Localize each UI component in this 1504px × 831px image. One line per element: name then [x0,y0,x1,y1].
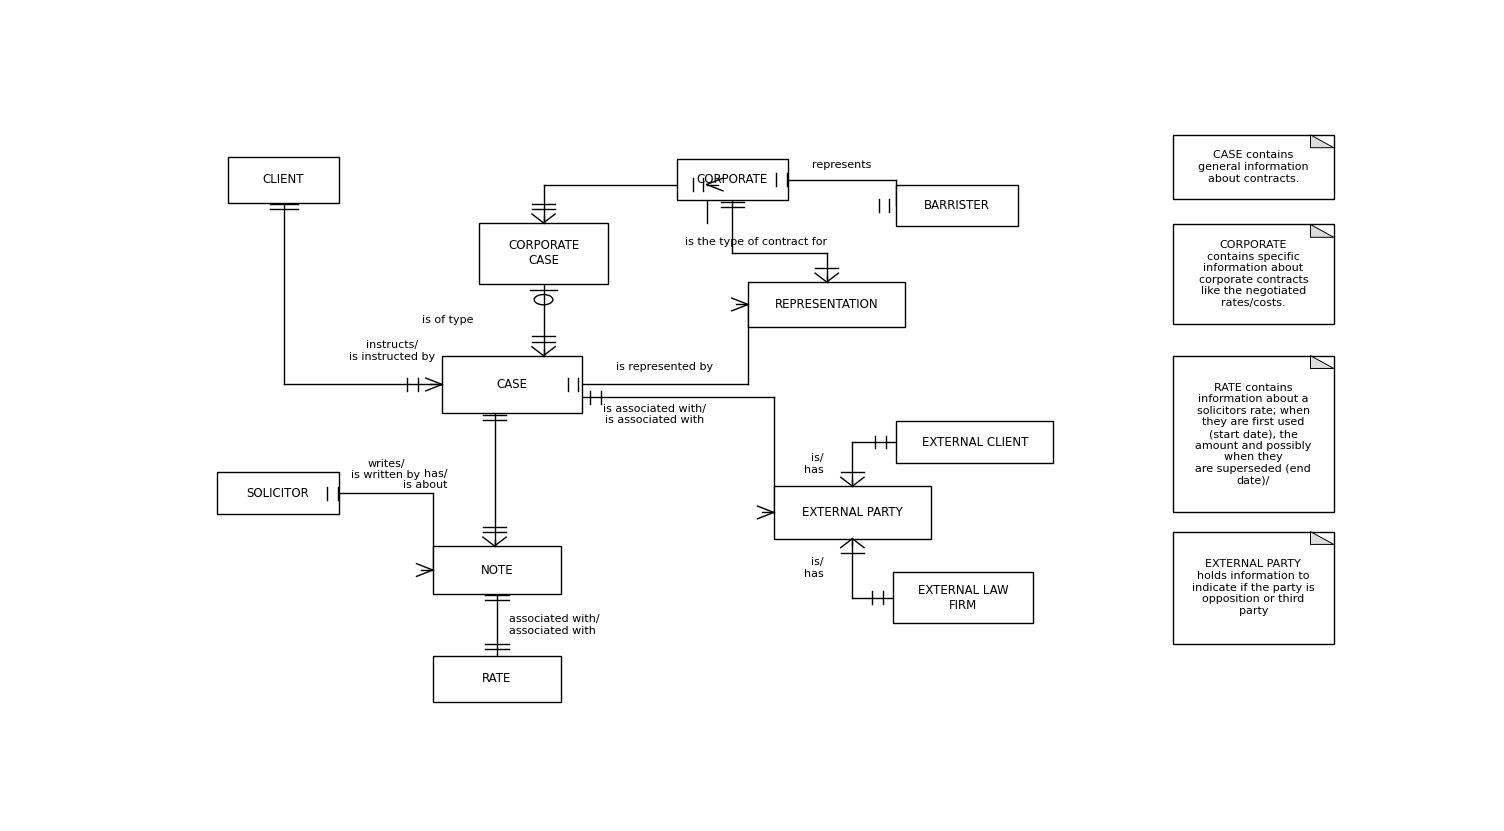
Text: writes/
is written by: writes/ is written by [352,459,421,480]
Polygon shape [1310,356,1334,368]
Text: EXTERNAL LAW
FIRM: EXTERNAL LAW FIRM [917,583,1009,612]
FancyBboxPatch shape [677,159,788,200]
FancyBboxPatch shape [1173,356,1334,513]
Text: is associated with/
is associated with: is associated with/ is associated with [603,404,705,425]
Text: EXTERNAL PARTY
holds information to
indicate if the party is
opposition or third: EXTERNAL PARTY holds information to indi… [1193,559,1314,616]
Text: EXTERNAL CLIENT: EXTERNAL CLIENT [922,435,1027,449]
Text: instructs/
is instructed by: instructs/ is instructed by [349,341,435,362]
FancyBboxPatch shape [433,656,561,702]
FancyBboxPatch shape [433,546,561,594]
Text: associated with/
associated with: associated with/ associated with [508,614,599,636]
FancyBboxPatch shape [893,572,1033,623]
FancyBboxPatch shape [442,356,582,413]
Text: is/
has: is/ has [803,558,823,579]
Polygon shape [1310,224,1334,238]
Text: CASE: CASE [496,378,528,391]
Text: CLIENT: CLIENT [263,173,304,186]
FancyBboxPatch shape [480,223,608,283]
Text: CASE contains
general information
about contracts.: CASE contains general information about … [1199,150,1308,184]
Text: represents: represents [812,160,872,170]
Text: has/
is about: has/ is about [403,469,448,490]
Text: EXTERNAL PARTY: EXTERNAL PARTY [802,506,902,519]
Text: CORPORATE
CASE: CORPORATE CASE [508,239,579,268]
FancyBboxPatch shape [896,184,1018,226]
Polygon shape [1310,135,1334,148]
FancyBboxPatch shape [229,157,338,203]
FancyBboxPatch shape [1173,532,1334,643]
Text: REPRESENTATION: REPRESENTATION [775,298,878,311]
FancyBboxPatch shape [747,282,905,327]
Text: CORPORATE
contains specific
information about
corporate contracts
like the negot: CORPORATE contains specific information … [1199,240,1308,308]
Text: CORPORATE: CORPORATE [696,173,769,186]
Polygon shape [1310,532,1334,544]
FancyBboxPatch shape [217,473,338,514]
Text: BARRISTER: BARRISTER [925,199,990,212]
Text: RATE contains
information about a
solicitors rate; when
they are first used
(sta: RATE contains information about a solici… [1196,382,1311,485]
FancyBboxPatch shape [896,421,1053,463]
Text: is/
has: is/ has [803,454,823,475]
Text: SOLICITOR: SOLICITOR [247,487,310,499]
FancyBboxPatch shape [1173,224,1334,323]
Text: is of type: is of type [423,315,474,325]
Text: NOTE: NOTE [481,563,513,577]
Text: is represented by: is represented by [617,361,713,371]
FancyBboxPatch shape [1173,135,1334,199]
Text: is the type of contract for: is the type of contract for [686,237,827,247]
FancyBboxPatch shape [773,486,931,538]
Text: RATE: RATE [483,672,511,686]
